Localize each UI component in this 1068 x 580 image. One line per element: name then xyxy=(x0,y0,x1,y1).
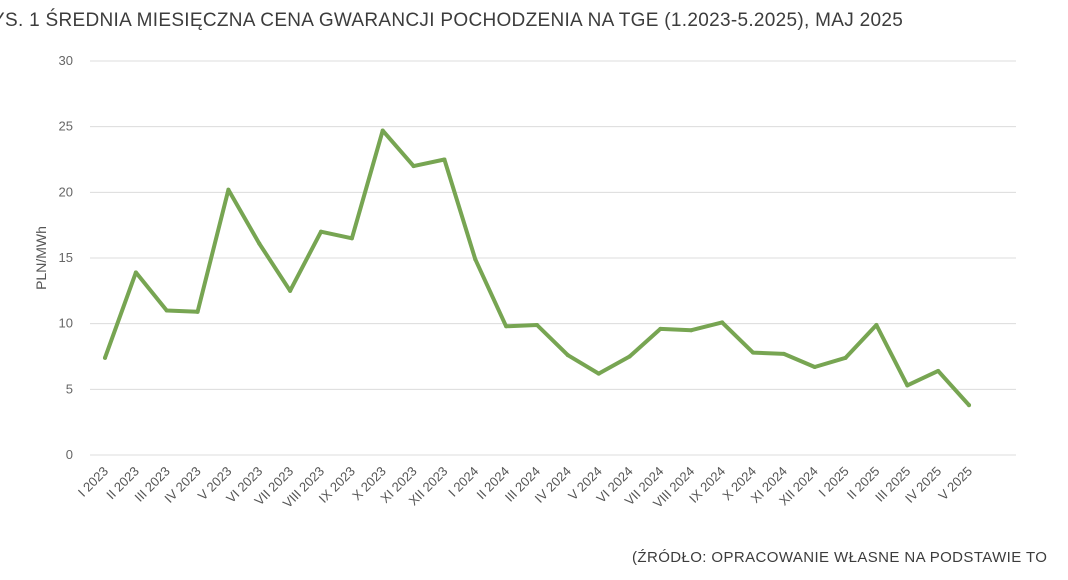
data-point xyxy=(689,328,694,333)
y-tick-label: 0 xyxy=(66,447,73,462)
data-point xyxy=(751,350,755,355)
series-line xyxy=(103,128,971,408)
data-point xyxy=(874,322,879,327)
data-point xyxy=(103,355,107,360)
data-point xyxy=(473,257,478,262)
data-point xyxy=(967,403,971,408)
data-point xyxy=(133,270,138,275)
data-point xyxy=(442,157,447,162)
data-point xyxy=(349,236,354,241)
series-layer xyxy=(103,128,971,408)
y-tick-label: 30 xyxy=(59,53,73,68)
data-point xyxy=(596,371,601,376)
x-tick-label: V 2025 xyxy=(935,464,975,504)
data-point xyxy=(195,309,200,314)
data-point xyxy=(411,164,416,169)
data-point xyxy=(164,308,169,313)
y-tick-label: 5 xyxy=(66,381,73,396)
source-note: (ŹRÓDŁO: OPRACOWANIE WŁASNE NA PODSTAWIE… xyxy=(632,549,1048,566)
y-tick-label: 25 xyxy=(59,119,73,134)
data-point xyxy=(627,354,632,359)
data-point xyxy=(380,128,385,133)
data-point xyxy=(658,326,663,331)
data-point xyxy=(226,187,231,192)
data-point xyxy=(936,368,941,373)
y-tick-labels: 0 5 10 15 20 25 30 xyxy=(59,53,73,462)
y-tick-label: 20 xyxy=(59,184,73,199)
data-point xyxy=(257,241,262,246)
data-point xyxy=(565,353,570,358)
data-point xyxy=(720,320,725,325)
data-point xyxy=(288,288,293,293)
data-point xyxy=(905,383,910,388)
y-tick-label: 10 xyxy=(59,316,73,331)
data-point xyxy=(504,324,509,329)
chart-title: YS. 1 ŚREDNIA MIESIĘCZNA CENA GWARANCJI … xyxy=(0,10,904,31)
data-point xyxy=(319,229,323,234)
data-point xyxy=(781,351,786,356)
y-axis-label: PLN/MWh xyxy=(33,226,49,290)
y-tick-label: 15 xyxy=(59,250,73,265)
data-point xyxy=(812,365,817,370)
data-point xyxy=(535,322,539,327)
y-gridlines xyxy=(90,60,1016,456)
data-point xyxy=(843,355,848,360)
